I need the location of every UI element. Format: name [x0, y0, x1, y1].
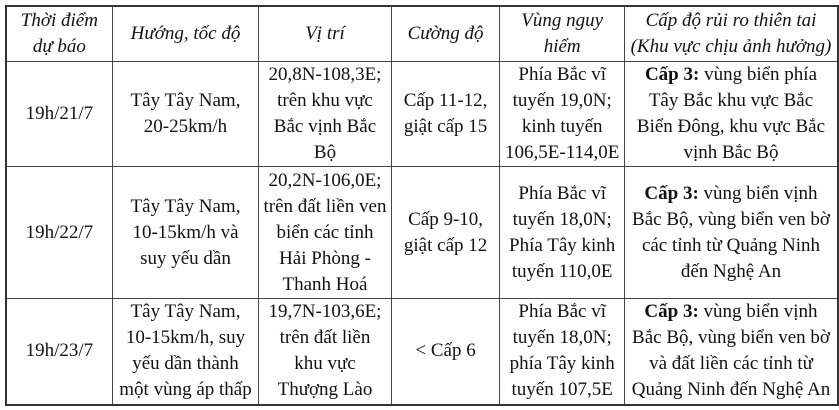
cell-time: 19h/23/7 [5, 298, 113, 405]
cell-position: 19,7N-103,6E; trên đất liền khu vực Thượ… [258, 298, 392, 405]
cell-intensity: Cấp 11-12, giật cấp 15 [390, 61, 501, 167]
risk-level: Cấp 3: [644, 64, 700, 85]
table-row: 19h/23/7 Tây Tây Nam, 10-15km/h, suy yếu… [5, 298, 839, 405]
risk-area: vùng biển phía Tây Bắc khu vực Bắc Biển … [636, 64, 826, 163]
header-position: Vị trí [258, 5, 392, 62]
cell-risk: Cấp 3: vùng biển phía Tây Bắc khu vực Bắ… [623, 61, 839, 167]
cell-time: 19h/22/7 [5, 166, 113, 299]
header-row: Thời điểm dự báo Hướng, tốc độ Vị trí Cư… [5, 5, 839, 62]
storm-forecast-table: Thời điểm dự báo Hướng, tốc độ Vị trí Cư… [5, 5, 839, 406]
cell-direction: Tây Tây Nam, 10-15km/h, suy yếu dần thàn… [111, 298, 260, 405]
header-direction-speed: Hướng, tốc độ [111, 5, 260, 62]
header-danger-zone: Vùng nguy hiểm [499, 5, 625, 62]
header-forecast-time: Thời điểm dự báo [5, 5, 113, 62]
risk-area: vùng biển vịnh Bắc Bộ, vùng biển ven bờ … [632, 182, 830, 282]
header-intensity: Cường độ [390, 5, 501, 62]
cell-time: 19h/21/7 [5, 61, 113, 167]
risk-level: Cấp 3: [644, 301, 699, 323]
cell-danger-zone: Phía Bắc vĩ tuyến 18,0N; phía Tây kinh t… [499, 298, 625, 405]
cell-position: 20,8N-108,3E; trên khu vực Bắc vịnh Bắc … [258, 61, 392, 167]
cell-risk: Cấp 3: vùng biển vịnh Bắc Bộ, vùng biển … [623, 166, 839, 299]
cell-intensity: < Cấp 6 [390, 298, 501, 405]
cell-direction: Tây Tây Nam, 20-25km/h [111, 61, 260, 167]
cell-direction: Tây Tây Nam, 10-15km/h và suy yếu dần [111, 166, 260, 299]
risk-level: Cấp 3: [644, 182, 699, 204]
cell-position: 20,2N-106,0E; trên đất liền ven biển các… [258, 166, 392, 299]
risk-area: vùng biển vịnh Bắc Bộ, vùng biển ven bờ … [631, 301, 831, 401]
cell-intensity: Cấp 9-10, giật cấp 12 [390, 166, 501, 299]
header-risk-level: Cấp độ rủi ro thiên tai (Khu vực chịu ản… [623, 5, 839, 62]
table-row: 19h/22/7 Tây Tây Nam, 10-15km/h và suy y… [5, 166, 839, 299]
table-row: 19h/21/7 Tây Tây Nam, 20-25km/h 20,8N-10… [5, 61, 839, 167]
cell-risk: Cấp 3: vùng biển vịnh Bắc Bộ, vùng biển … [623, 298, 839, 405]
cell-danger-zone: Phía Bắc vĩ tuyến 18,0N; Phía Tây kinh t… [499, 166, 625, 299]
cell-danger-zone: Phía Bắc vĩ tuyến 19,0N; kinh tuyến 106,… [499, 61, 625, 167]
